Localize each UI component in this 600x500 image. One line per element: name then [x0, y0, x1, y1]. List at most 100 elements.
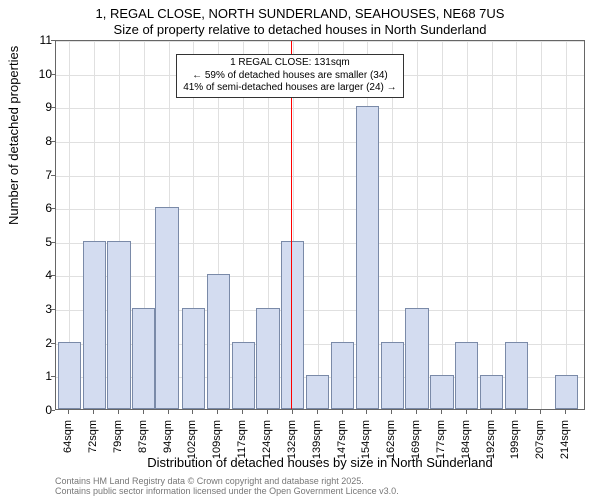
x-tick-mark [217, 410, 218, 414]
x-tick-mark [292, 410, 293, 414]
x-tick-mark [168, 410, 169, 414]
histogram-bar [331, 342, 354, 409]
x-tick-label: 139sqm [311, 420, 323, 470]
histogram-bar [58, 342, 81, 409]
y-tick-label: 9 [12, 100, 52, 114]
x-tick-label: 214sqm [559, 420, 571, 470]
gridline-v [541, 41, 542, 409]
annotation-line: ← 59% of detached houses are smaller (34… [183, 70, 396, 83]
y-tick-mark [51, 175, 55, 176]
y-tick-mark [51, 40, 55, 41]
x-tick-label: 109sqm [211, 420, 223, 470]
x-tick-label: 184sqm [460, 420, 472, 470]
gridline-h [56, 209, 584, 210]
x-tick-label: 192sqm [485, 420, 497, 470]
y-tick-mark [51, 141, 55, 142]
title-line-2: Size of property relative to detached ho… [0, 22, 600, 38]
x-tick-label: 162sqm [385, 420, 397, 470]
x-tick-label: 117sqm [236, 420, 248, 470]
gridline-v [442, 41, 443, 409]
y-tick-mark [51, 208, 55, 209]
x-tick-mark [391, 410, 392, 414]
y-tick-mark [51, 242, 55, 243]
annotation-line: 1 REGAL CLOSE: 131sqm [183, 57, 396, 70]
x-tick-mark [192, 410, 193, 414]
gridline-h [56, 243, 584, 244]
histogram-bar [480, 375, 503, 409]
x-tick-label: 147sqm [336, 420, 348, 470]
y-tick-label: 3 [12, 302, 52, 316]
histogram-bar [455, 342, 478, 409]
histogram-bar [207, 274, 230, 409]
y-tick-label: 7 [12, 168, 52, 182]
y-tick-mark [51, 275, 55, 276]
x-tick-mark [317, 410, 318, 414]
x-tick-label: 154sqm [360, 420, 372, 470]
credits-line-1: Contains HM Land Registry data © Crown c… [55, 476, 399, 486]
y-tick-label: 11 [12, 33, 52, 47]
y-tick-mark [51, 309, 55, 310]
x-tick-label: 102sqm [186, 420, 198, 470]
x-tick-mark [267, 410, 268, 414]
x-tick-mark [93, 410, 94, 414]
gridline-h [56, 108, 584, 109]
x-tick-label: 132sqm [286, 420, 298, 470]
x-tick-mark [143, 410, 144, 414]
title-line-1: 1, REGAL CLOSE, NORTH SUNDERLAND, SEAHOU… [0, 0, 600, 22]
y-tick-mark [51, 376, 55, 377]
gridline-v [492, 41, 493, 409]
y-tick-label: 4 [12, 268, 52, 282]
histogram-bar [281, 241, 304, 409]
x-tick-mark [342, 410, 343, 414]
annotation-line: 41% of semi-detached houses are larger (… [183, 82, 396, 95]
x-tick-label: 87sqm [137, 420, 149, 470]
x-tick-label: 94sqm [162, 420, 174, 470]
y-tick-label: 10 [12, 67, 52, 81]
annotation-box: 1 REGAL CLOSE: 131sqm← 59% of detached h… [176, 54, 403, 98]
x-tick-label: 72sqm [87, 420, 99, 470]
histogram-bar [107, 241, 130, 409]
x-tick-mark [515, 410, 516, 414]
histogram-bar [155, 207, 178, 409]
histogram-bar [555, 375, 578, 409]
x-tick-label: 64sqm [62, 420, 74, 470]
histogram-bar [505, 342, 528, 409]
histogram-bar [83, 241, 106, 409]
x-tick-label: 79sqm [112, 420, 124, 470]
credits: Contains HM Land Registry data © Crown c… [55, 476, 399, 497]
x-tick-mark [540, 410, 541, 414]
histogram-bar [405, 308, 428, 409]
y-tick-label: 2 [12, 336, 52, 350]
y-tick-label: 0 [12, 403, 52, 417]
x-tick-label: 124sqm [261, 420, 273, 470]
x-tick-mark [68, 410, 69, 414]
credits-line-2: Contains public sector information licen… [55, 486, 399, 496]
x-tick-mark [366, 410, 367, 414]
histogram-bar [132, 308, 155, 409]
y-tick-mark [51, 410, 55, 411]
x-tick-mark [565, 410, 566, 414]
histogram-bar [430, 375, 453, 409]
x-tick-mark [441, 410, 442, 414]
y-tick-label: 6 [12, 201, 52, 215]
y-tick-mark [51, 74, 55, 75]
y-tick-label: 5 [12, 235, 52, 249]
x-tick-mark [242, 410, 243, 414]
gridline-h [56, 41, 584, 42]
x-tick-label: 169sqm [410, 420, 422, 470]
y-tick-label: 1 [12, 369, 52, 383]
histogram-plot-area: 1 REGAL CLOSE: 131sqm← 59% of detached h… [55, 40, 585, 410]
x-tick-mark [491, 410, 492, 414]
histogram-bar [256, 308, 279, 409]
gridline-h [56, 176, 584, 177]
histogram-bar [232, 342, 255, 409]
gridline-h [56, 142, 584, 143]
y-tick-mark [51, 343, 55, 344]
y-tick-mark [51, 107, 55, 108]
x-tick-mark [416, 410, 417, 414]
histogram-bar [306, 375, 329, 409]
x-tick-label: 199sqm [509, 420, 521, 470]
x-tick-label: 207sqm [534, 420, 546, 470]
x-tick-mark [118, 410, 119, 414]
gridline-h [56, 276, 584, 277]
